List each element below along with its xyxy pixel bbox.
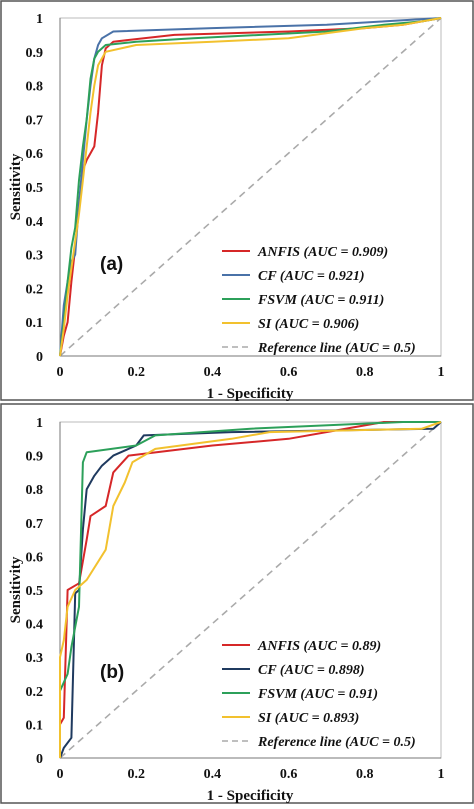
panel-a-x-tick-label: 0 bbox=[57, 365, 64, 380]
panel-b-x-tick-label: 0.2 bbox=[127, 767, 145, 782]
panel-b-x-tick-label: 0.8 bbox=[356, 767, 374, 782]
panel-a-legend-label: SI (AUC = 0.906) bbox=[258, 317, 359, 332]
panel-a-frame bbox=[0, 0, 474, 401]
panel-a-series-line-4 bbox=[59, 17, 442, 357]
panel-b-y-tick-label: 0.5 bbox=[26, 584, 44, 599]
panel-b-y-tick-label: 0.3 bbox=[26, 651, 44, 666]
panel-b-y-tick-label: 0.1 bbox=[26, 718, 44, 733]
panel-a-legend-label: Reference line (AUC = 0.5) bbox=[257, 341, 416, 356]
panel-a-y-tick-label: 0.8 bbox=[26, 80, 44, 95]
panel-a-x-tick-label: 0.8 bbox=[356, 365, 374, 380]
panel-b-frame bbox=[0, 403, 474, 804]
panel-a-y-tick-label: 0.6 bbox=[26, 147, 44, 162]
panel-a-y-tick-label: 0.9 bbox=[26, 46, 44, 61]
panel-a-x-tick-label: 1 bbox=[438, 365, 445, 380]
panel-b-y-tick-label: 0 bbox=[36, 752, 43, 767]
panel-b-legend-label: Reference line (AUC = 0.5) bbox=[257, 735, 416, 750]
panel-b-x-tick-label: 1 bbox=[438, 767, 445, 782]
panel-a-y-tick-label: 0.4 bbox=[26, 215, 44, 230]
panel-a-y-tick-label: 0.2 bbox=[26, 282, 44, 297]
panel-b-y-tick-label: 0.8 bbox=[26, 483, 44, 498]
panel-a-y-tick-label: 0 bbox=[36, 350, 43, 365]
panel-b-y-tick-label: 0.2 bbox=[26, 685, 44, 700]
panel-b: (b) 1 - Specificity Sensitivity 0 0.2 0.4 0… bbox=[8, 416, 445, 804]
panel-b-y-axis-title: Sensitivity bbox=[8, 556, 24, 623]
panel-b-y-tick-label: 0.6 bbox=[26, 550, 44, 565]
panel-a-x-tick-label: 0.2 bbox=[127, 365, 145, 380]
panel-b-y-tick-label: 0.4 bbox=[26, 618, 44, 633]
panel-a-y-tick-label: 1 bbox=[36, 12, 43, 27]
panel-b-series-line-2 bbox=[59, 421, 441, 758]
panel-b-legend: ANFIS (AUC = 0.89) CF (AUC = 0.898) FSVM (… bbox=[222, 639, 416, 750]
panel-a-series-line-3 bbox=[59, 17, 442, 357]
panel-a-y-tick-label: 0.3 bbox=[26, 249, 44, 264]
panel-a-legend: ANFIS (AUC = 0.909) CF (AUC = 0.921) FSVM … bbox=[222, 245, 416, 356]
panel-b-series-line-3 bbox=[59, 421, 442, 758]
panel-a: (a) 1 - Specificity Sensitivity 0 0.2 0.4 0… bbox=[8, 12, 445, 402]
panel-a-y-tick-label: 0.7 bbox=[26, 113, 44, 128]
panel-a-series-line-2 bbox=[59, 17, 442, 357]
panel-b-series-line-0 bbox=[59, 421, 441, 758]
panel-a-x-tick-label: 0.6 bbox=[280, 365, 298, 380]
panel-b-legend-label: ANFIS (AUC = 0.89) bbox=[257, 639, 381, 654]
panel-b-series-line-4 bbox=[59, 421, 442, 759]
panel-a-label: (a) bbox=[100, 254, 123, 275]
panel-b-y-tick-label: 1 bbox=[36, 416, 43, 431]
panel-a-x-axis-title: 1 - Specificity bbox=[207, 386, 294, 402]
panel-a-legend-label: FSVM (AUC = 0.911) bbox=[257, 293, 384, 308]
panel-b-legend-label: SI (AUC = 0.893) bbox=[258, 711, 359, 726]
panel-b-y-tick-label: 0.7 bbox=[26, 517, 44, 532]
panel-a-y-tick-label: 0.1 bbox=[26, 316, 44, 331]
panel-a-legend-label: CF (AUC = 0.921) bbox=[258, 269, 365, 284]
panel-a-y-tick-label: 0.5 bbox=[26, 181, 44, 196]
panel-b-legend-label: CF (AUC = 0.898) bbox=[258, 663, 365, 678]
panel-b-x-tick-label: 0.4 bbox=[204, 767, 222, 782]
panel-b-label: (b) bbox=[100, 662, 124, 683]
panel-b-x-axis-title: 1 - Specificity bbox=[207, 788, 294, 804]
panel-b-x-tick-label: 0.6 bbox=[280, 767, 298, 782]
panel-b-y-tick-label: 0.9 bbox=[26, 450, 44, 465]
panel-b-x-tick-label: 0 bbox=[57, 767, 64, 782]
panel-a-y-axis-title: Sensitivity bbox=[8, 153, 24, 220]
panel-b-series-line-1 bbox=[59, 421, 442, 759]
panel-a-legend-label: ANFIS (AUC = 0.909) bbox=[257, 245, 388, 260]
panel-b-legend-label: FSVM (AUC = 0.91) bbox=[257, 687, 378, 702]
panel-a-x-tick-label: 0.4 bbox=[204, 365, 222, 380]
